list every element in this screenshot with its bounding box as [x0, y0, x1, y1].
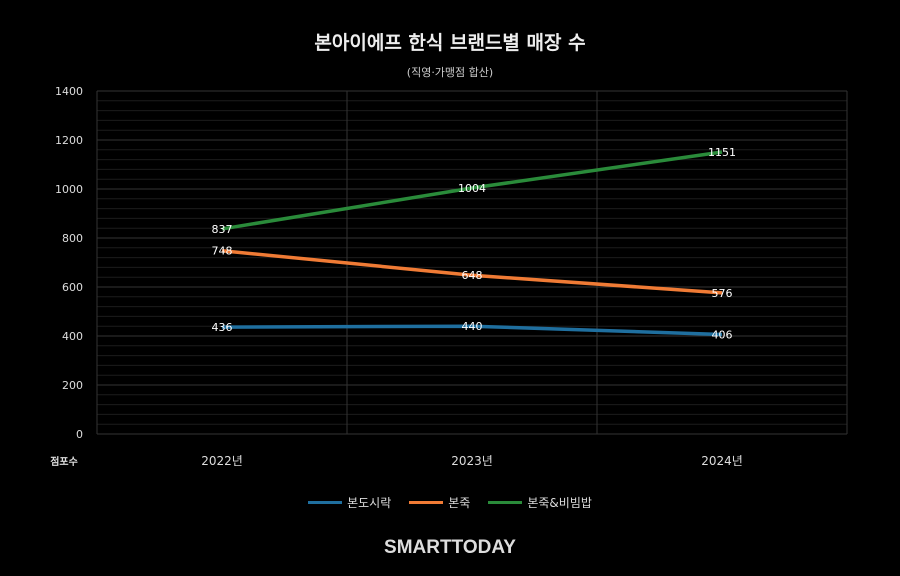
legend-item: 본죽&비빔밥 [488, 494, 592, 511]
y-axis-label: 점포수 [50, 456, 78, 468]
series-line-0 [221, 324, 723, 337]
y-tick-label: 400 [62, 330, 83, 343]
legend-label: 본죽&비빔밥 [527, 496, 592, 510]
x-tick-label: 2022년 [201, 454, 243, 468]
data-label: 406 [712, 329, 733, 342]
y-tick-label: 1000 [55, 183, 83, 196]
legend-swatch [488, 501, 523, 504]
chart-subtitle: (직영·가맹점 합산) [406, 66, 494, 79]
y-tick-label: 200 [62, 379, 83, 392]
data-label: 837 [212, 223, 233, 236]
data-label: 440 [462, 320, 483, 333]
legend-label: 본죽 [448, 496, 471, 510]
legend-swatch [308, 501, 343, 504]
legend-item: 본도시락 [308, 494, 391, 511]
y-tick-label: 800 [62, 232, 83, 245]
y-tick-label: 1200 [55, 134, 83, 147]
data-label: 748 [212, 245, 233, 258]
legend-swatch [409, 501, 444, 504]
data-label: 576 [712, 287, 733, 300]
y-tick-label: 1400 [55, 85, 83, 98]
legend: 본도시락 본죽 본죽&비빔밥 [0, 494, 900, 511]
y-tick-label: 600 [62, 281, 83, 294]
legend-label: 본도시락 [347, 496, 392, 510]
data-label: 1004 [458, 182, 486, 195]
data-label: 648 [462, 269, 483, 282]
series-line-1 [221, 248, 723, 295]
smarttoday-logo: SMARTTODAY [384, 537, 516, 558]
data-label: 1151 [708, 146, 736, 159]
legend-item: 본죽 [409, 494, 470, 511]
x-tick-label: 2024년 [701, 454, 743, 468]
y-tick-label: 0 [76, 428, 83, 441]
x-tick-label: 2023년 [451, 454, 493, 468]
data-label: 436 [212, 321, 233, 334]
chart-title: 본아이에프 한식 브랜드별 매장 수 [314, 32, 586, 54]
series-line-2 [221, 150, 723, 231]
